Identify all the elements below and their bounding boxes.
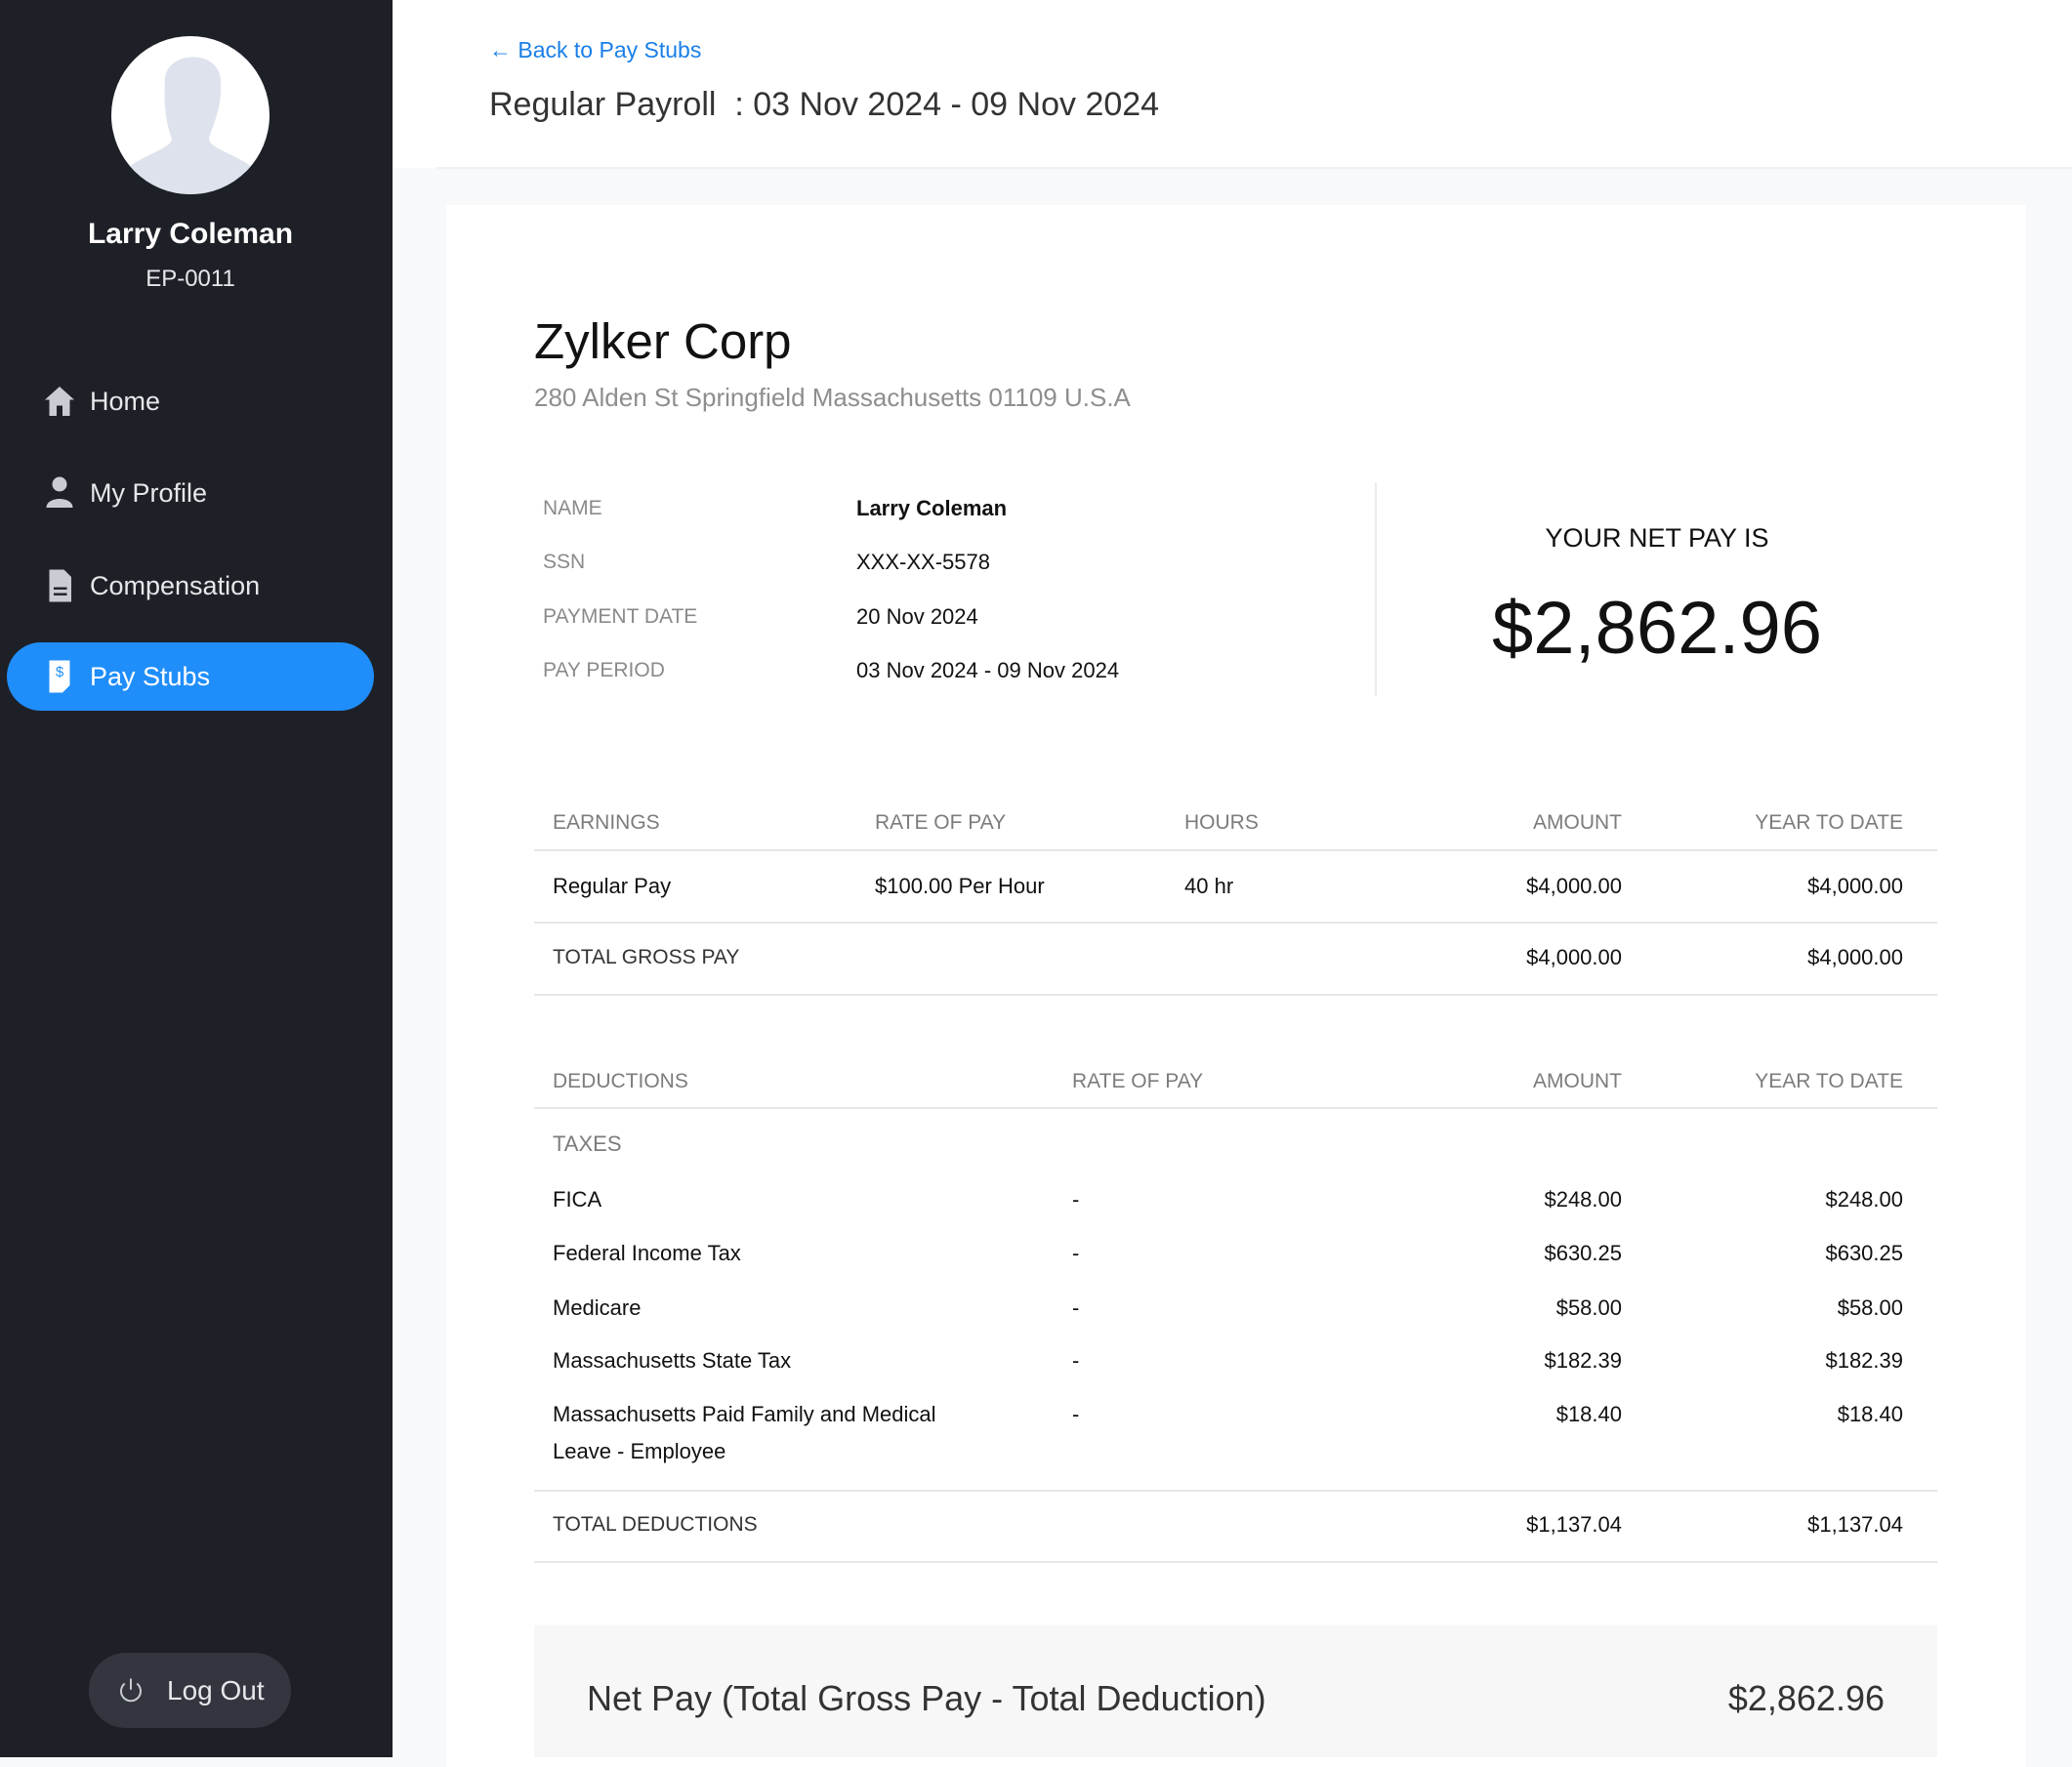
earning-rate: $100.00 Per Hour — [875, 874, 1045, 898]
logout-label: Log Out — [167, 1675, 265, 1705]
header-divider — [436, 167, 2072, 169]
net-pay-amount: $2,862.96 — [1491, 587, 1823, 670]
divider — [534, 1490, 1937, 1492]
total-deductions-amount: $1,137.04 — [1526, 1512, 1622, 1537]
sidebar-item-label: My Profile — [90, 478, 208, 508]
net-pay-formula-label: Net Pay (Total Gross Pay - Total Deducti… — [587, 1678, 1266, 1718]
arrow-left-icon: ← — [489, 37, 512, 62]
deduction-name: FICA — [553, 1187, 602, 1212]
earning-name: Regular Pay — [553, 874, 672, 898]
sidebar-item-label: Pay Stubs — [90, 662, 211, 691]
info-value: 03 Nov 2024 - 09 Nov 2024 — [856, 658, 1120, 682]
deduction-name-line2: Leave - Employee — [553, 1439, 726, 1463]
net-pay-total: $2,862.96 — [1727, 1678, 1885, 1718]
divider — [534, 1561, 1937, 1563]
info-value: 20 Nov 2024 — [856, 604, 978, 629]
deduction-rate: - — [1072, 1241, 1080, 1265]
column-header: EARNINGS — [553, 811, 660, 834]
deduction-rate: - — [1072, 1348, 1080, 1373]
deduction-rate: - — [1072, 1295, 1080, 1320]
sidebar-item-label: Compensation — [90, 571, 261, 600]
total-gross-label: TOTAL GROSS PAY — [553, 946, 740, 968]
svg-text:$: $ — [56, 664, 64, 680]
page-title: Regular Payroll : 03 Nov 2024 - 09 Nov 2… — [489, 85, 1159, 124]
earning-amount: $4,000.00 — [1526, 874, 1622, 898]
divider — [534, 994, 1937, 996]
earning-hours: 40 hr — [1184, 874, 1234, 898]
deduction-amount: $58.00 — [1555, 1295, 1622, 1320]
total-gross-amount: $4,000.00 — [1526, 945, 1622, 969]
info-divider — [1375, 482, 1377, 696]
pay-stub-card — [446, 205, 2026, 1767]
deduction-name: Federal Income Tax — [553, 1241, 741, 1265]
deduction-name: Massachusetts State Tax — [553, 1348, 792, 1373]
net-pay-label: YOUR NET PAY IS — [1545, 523, 1769, 553]
deduction-group-label: TAXES — [553, 1131, 622, 1156]
deduction-rate: - — [1072, 1402, 1080, 1426]
sidebar-item-home[interactable]: Home — [7, 367, 374, 435]
column-header: DEDUCTIONS — [553, 1070, 688, 1092]
column-header: YEAR TO DATE — [1755, 811, 1903, 834]
deduction-ytd: $182.39 — [1825, 1348, 1903, 1373]
total-gross-ytd: $4,000.00 — [1807, 945, 1903, 969]
deduction-amount: $630.25 — [1544, 1241, 1622, 1265]
column-header: AMOUNT — [1533, 1070, 1622, 1092]
user-icon — [46, 476, 73, 508]
sidebar-item-label: Home — [90, 387, 161, 416]
power-icon — [120, 1678, 142, 1703]
total-deductions-ytd: $1,137.04 — [1807, 1512, 1903, 1537]
page-header — [393, 0, 2072, 168]
deduction-ytd: $630.25 — [1825, 1241, 1903, 1265]
page-title-type: Regular Payroll — [489, 86, 717, 123]
column-header: RATE OF PAY — [1072, 1070, 1204, 1092]
logout-button[interactable]: Log Out — [89, 1653, 291, 1728]
sidebar-item-compensation[interactable]: Compensation — [7, 552, 374, 620]
deduction-rate: - — [1072, 1187, 1080, 1212]
deduction-ytd: $248.00 — [1825, 1187, 1903, 1212]
info-value: Larry Coleman — [856, 496, 1008, 520]
column-header: RATE OF PAY — [875, 811, 1007, 834]
back-link-label: Back to Pay Stubs — [518, 37, 702, 62]
company-address: 280 Alden St Springfield Massachusetts 0… — [534, 383, 1131, 412]
back-to-pay-stubs-link[interactable]: ← Back to Pay Stubs — [489, 30, 701, 69]
page-title-period: : 03 Nov 2024 - 09 Nov 2024 — [734, 86, 1160, 123]
info-label: PAY PERIOD — [543, 659, 665, 681]
sidebar-item-my-profile[interactable]: My Profile — [7, 459, 374, 527]
info-label: NAME — [543, 497, 602, 519]
divider — [534, 849, 1937, 851]
deduction-amount: $182.39 — [1544, 1348, 1622, 1373]
deduction-amount: $248.00 — [1544, 1187, 1622, 1212]
divider — [534, 922, 1937, 924]
sidebar-item-pay-stubs[interactable]: $ Pay Stubs — [7, 642, 374, 711]
column-header: YEAR TO DATE — [1755, 1070, 1903, 1092]
total-deductions-label: TOTAL DEDUCTIONS — [553, 1513, 758, 1536]
info-value: XXX-XX-5578 — [856, 550, 990, 574]
deduction-ytd: $58.00 — [1837, 1295, 1903, 1320]
user-name: Larry Coleman — [87, 218, 294, 250]
net-pay-box — [534, 1625, 1937, 1757]
deduction-name: Massachusetts Paid Family and Medical — [553, 1402, 936, 1426]
divider — [534, 1107, 1937, 1109]
deduction-amount: $18.40 — [1555, 1402, 1622, 1426]
deduction-name: Medicare — [553, 1295, 642, 1320]
sidebar: Larry Coleman EP-0011 Home My Profile Co… — [0, 0, 393, 1757]
home-icon — [45, 387, 74, 416]
company-name: Zylker Corp — [534, 313, 792, 369]
info-label: PAYMENT DATE — [543, 605, 698, 628]
avatar — [111, 36, 269, 194]
pay-stub-icon: $ — [49, 660, 70, 693]
column-header: AMOUNT — [1533, 811, 1622, 834]
document-icon — [49, 569, 71, 602]
deduction-ytd: $18.40 — [1837, 1402, 1903, 1426]
column-header: HOURS — [1184, 811, 1259, 834]
employee-id: EP-0011 — [145, 266, 235, 292]
info-label: SSN — [543, 551, 586, 573]
earning-ytd: $4,000.00 — [1807, 874, 1903, 898]
